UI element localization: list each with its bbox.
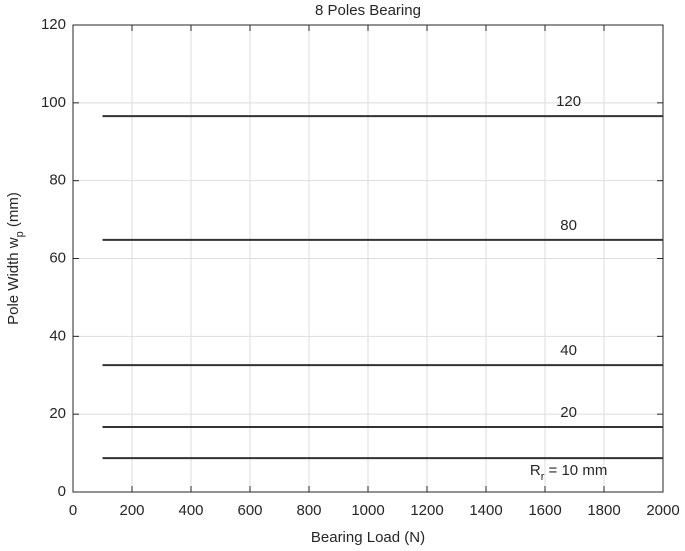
line-label: 120 bbox=[556, 93, 581, 110]
line-label-part: r bbox=[541, 471, 545, 483]
x-tick-label: 1400 bbox=[469, 502, 502, 519]
y-axis-label-part: p bbox=[14, 231, 26, 237]
y-tick-label: 80 bbox=[49, 172, 66, 189]
x-tick-label: 0 bbox=[69, 502, 77, 519]
line-label: 40 bbox=[560, 342, 577, 359]
line-label-part: = 10 mm bbox=[544, 462, 607, 479]
line-label-part: 20 bbox=[560, 404, 577, 421]
line-label: 80 bbox=[560, 217, 577, 234]
line-label: 20 bbox=[560, 404, 577, 421]
x-tick-label: 600 bbox=[237, 502, 262, 519]
line-label-part: 40 bbox=[560, 342, 577, 359]
x-axis-label: Bearing Load (N) bbox=[311, 529, 425, 546]
line-label-part: 120 bbox=[556, 93, 581, 110]
y-tick-label: 60 bbox=[49, 249, 66, 266]
x-tick-label: 1000 bbox=[351, 502, 384, 519]
y-tick-label: 0 bbox=[58, 483, 66, 500]
plot-frame bbox=[72, 24, 664, 493]
x-tick-label: 400 bbox=[178, 502, 203, 519]
line-label-part: R bbox=[530, 462, 541, 479]
x-tick-label: 1800 bbox=[587, 502, 620, 519]
y-axis-label-part: Pole Width w bbox=[5, 237, 22, 325]
line-label-part: 80 bbox=[560, 217, 577, 234]
x-axis-label-part: Bearing Load (N) bbox=[311, 529, 425, 546]
x-tick-label: 800 bbox=[296, 502, 321, 519]
x-tick-label: 1200 bbox=[410, 502, 443, 519]
chart-title: 8 Poles Bearing bbox=[315, 2, 421, 19]
y-tick-label: 20 bbox=[49, 405, 66, 422]
x-tick-label: 1600 bbox=[528, 502, 561, 519]
x-tick-label: 2000 bbox=[646, 502, 679, 519]
y-axis-label: Pole Width wp (mm) bbox=[5, 192, 26, 325]
x-tick-label: 200 bbox=[119, 502, 144, 519]
y-axis-label-part: (mm) bbox=[5, 192, 22, 231]
y-tick-label: 40 bbox=[49, 327, 66, 344]
y-tick-label: 100 bbox=[41, 94, 66, 111]
y-tick-label: 120 bbox=[41, 16, 66, 33]
line-label: Rr = 10 mm bbox=[530, 462, 607, 483]
